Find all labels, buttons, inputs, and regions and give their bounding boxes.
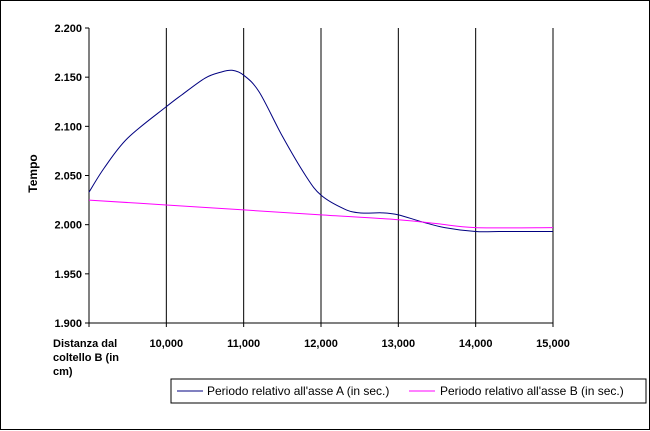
legend-label-asse-b: Periodo relativo all'asse B (in sec.) — [440, 384, 624, 398]
legend-box — [170, 378, 647, 404]
y-tick-label: 2.150 — [54, 72, 82, 84]
y-tick-label: 2.200 — [54, 23, 82, 35]
series-line-asse-b — [88, 199, 554, 229]
x-tick-label: 10,000 — [150, 338, 184, 350]
x-tick-label-distance: Distanza dal coltello B (in cm) — [53, 338, 119, 378]
y-tick-label: 1.900 — [54, 318, 82, 330]
x-tick-label: 15,000 — [536, 338, 570, 350]
x-tick-label: 11,000 — [227, 338, 260, 350]
series-line-asse-a — [88, 69, 553, 233]
y-tick-label: 2.000 — [54, 220, 82, 232]
legend-label-asse-a: Periodo relativo all'asse A (in sec.) — [207, 384, 389, 398]
y-axis-title: Tempo — [26, 154, 40, 192]
y-tick-label: 2.100 — [54, 121, 82, 133]
x-tick-label: 14,000 — [459, 338, 493, 350]
y-tick-label: 2.050 — [54, 171, 82, 183]
x-tick-label: 12,000 — [304, 338, 338, 350]
x-tick-label: 13,000 — [382, 338, 416, 350]
legend: Periodo relativo all'asse A (in sec.) Per… — [170, 378, 647, 404]
y-tick-label: 1.950 — [54, 269, 82, 281]
